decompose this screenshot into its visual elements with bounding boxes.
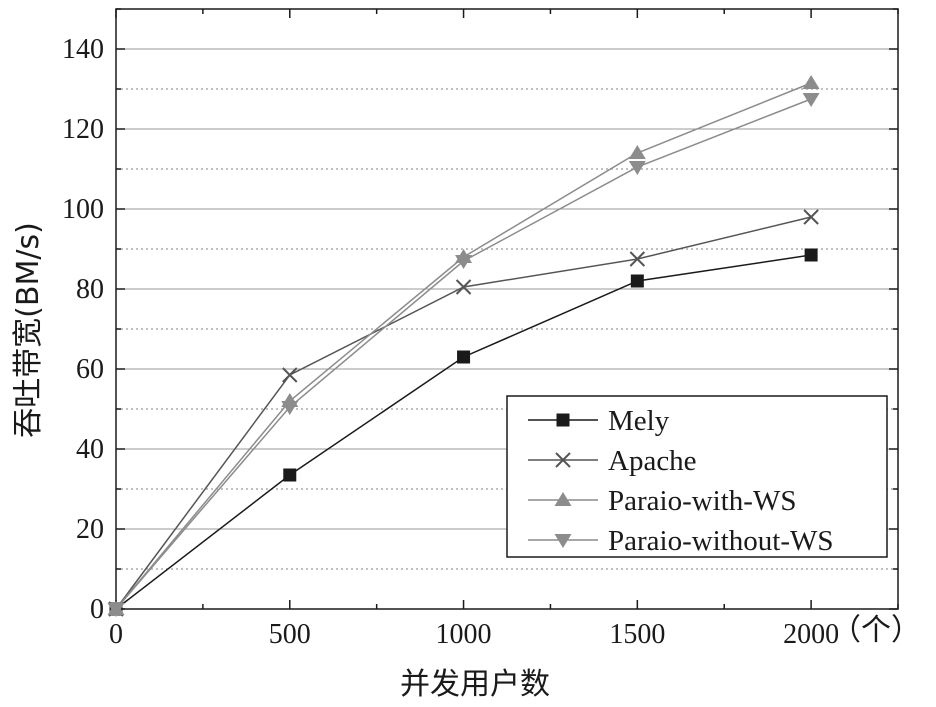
data-point	[282, 367, 298, 383]
data-point	[802, 75, 820, 89]
legend-marker	[555, 452, 571, 468]
series-mely	[109, 248, 818, 616]
axis-ticks	[115, 8, 899, 610]
legend-label: Paraio-without-WS	[608, 525, 834, 557]
legend-item: Mely	[528, 405, 670, 437]
legend: Mely Apache Paraio-with-WS Paraio-without-W…	[506, 395, 888, 558]
data-point	[455, 255, 473, 269]
x-tick-label: 2000	[783, 619, 839, 650]
data-point	[628, 161, 646, 175]
data-point	[630, 274, 644, 288]
y-tick-label: 40	[76, 434, 104, 465]
y-tick-label: 100	[62, 194, 104, 225]
legend-label: Paraio-with-WS	[608, 485, 796, 517]
data-point	[455, 279, 472, 295]
x-tick-label: 500	[269, 619, 311, 650]
legend-item: Apache	[528, 445, 697, 477]
y-tick-label: 60	[76, 354, 104, 385]
y-tick-label: 120	[62, 114, 104, 145]
x-tick-label: 1000	[436, 619, 492, 650]
legend-marker	[554, 534, 572, 548]
data-point	[457, 350, 471, 364]
data-point	[629, 251, 646, 267]
legend-label: Mely	[608, 405, 670, 437]
data-point	[628, 145, 646, 159]
series-paraio-without-ws	[107, 93, 820, 617]
x-axis-unit: （个）	[831, 613, 921, 648]
legend-box	[506, 395, 888, 558]
y-tick-label: 80	[76, 274, 104, 305]
y-tick-label: 0	[90, 594, 104, 625]
legend-item: Paraio-without-WS	[528, 525, 834, 557]
series-layer	[107, 75, 820, 617]
legend-marker	[556, 413, 570, 427]
data-point	[804, 248, 818, 262]
x-tick-label: 1500	[609, 619, 665, 650]
data-point	[107, 603, 125, 617]
legend-label: Apache	[608, 445, 697, 477]
y-tick-label: 20	[76, 514, 104, 545]
legend-marker	[554, 492, 572, 506]
data-point	[803, 209, 819, 225]
legend-item: Paraio-with-WS	[528, 485, 796, 517]
x-tick-label: 0	[109, 619, 123, 650]
y-tick-label: 140	[62, 34, 104, 65]
x-axis-title: 并发用户数	[400, 667, 550, 702]
data-point	[281, 401, 299, 415]
tick-labels: 0 20 40 60 80 100 120 140 0 500 1000 1500 2000	[62, 34, 839, 650]
data-point	[283, 468, 297, 482]
data-point	[802, 93, 820, 107]
plot-frame	[115, 8, 899, 610]
y-axis-title: 吞吐带宽(BM/s)	[11, 222, 46, 438]
